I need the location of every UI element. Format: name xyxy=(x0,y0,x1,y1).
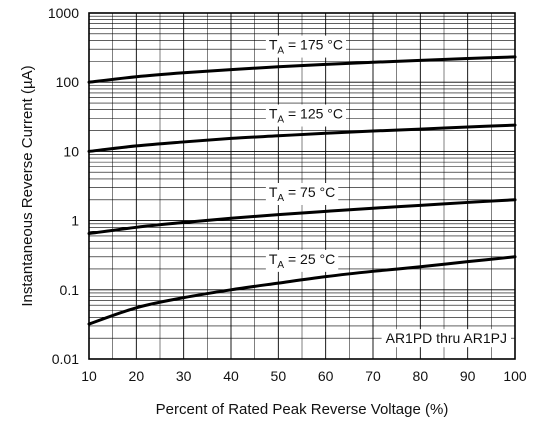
y-tick-label: 0.01 xyxy=(52,351,79,367)
series-label-background xyxy=(265,35,347,58)
x-tick-label: 10 xyxy=(81,368,97,384)
x-tick-label: 30 xyxy=(176,368,192,384)
series-label-rest: = 175 °C xyxy=(284,37,343,53)
curves xyxy=(87,55,517,326)
series-line xyxy=(87,198,517,236)
series-label-main: T xyxy=(269,106,278,122)
y-tick-label: 1000 xyxy=(48,5,79,21)
y-axis-title: Instantaneous Reverse Current (µA) xyxy=(19,65,36,306)
series-label-text: TA = 75 °C xyxy=(269,184,335,204)
series-line xyxy=(87,55,517,84)
y-tick-label: 10 xyxy=(63,143,79,159)
series-label: TA = 75 °C xyxy=(265,182,339,205)
series-label-sub: A xyxy=(277,193,284,204)
series-label-text: TA = 25 °C xyxy=(269,251,335,271)
series-line xyxy=(87,255,517,326)
series-label-main: T xyxy=(269,251,278,267)
y-tick-labels: 0.01 0.1 1 10 100 1000 xyxy=(48,5,79,367)
series-label-sub: A xyxy=(277,260,284,271)
x-tick-label: 100 xyxy=(503,368,527,384)
x-tick-label: 60 xyxy=(318,368,334,384)
x-tick-label: 20 xyxy=(129,368,145,384)
series-label-rest: = 75 °C xyxy=(284,184,335,200)
device-note: AR1PD thru AR1PJ xyxy=(386,330,507,346)
series-label-main: T xyxy=(269,37,278,53)
x-tick-labels: 10 20 30 40 50 60 70 80 90 100 xyxy=(81,368,527,384)
y-tick-label: 0.1 xyxy=(60,282,80,298)
series-label-rest: = 125 °C xyxy=(284,106,343,122)
series-label-background xyxy=(265,104,347,127)
x-tick-label: 70 xyxy=(365,368,381,384)
x-tick-label: 40 xyxy=(223,368,239,384)
x-tick-label: 90 xyxy=(460,368,476,384)
series-label-sub: A xyxy=(277,46,284,57)
x-tick-label: 50 xyxy=(271,368,287,384)
series-label-text: TA = 175 °C xyxy=(269,37,343,57)
device-note-background xyxy=(381,329,511,348)
series-label-sub: A xyxy=(277,115,284,126)
x-axis-title: Percent of Rated Peak Reverse Voltage (%… xyxy=(156,401,449,418)
y-tick-label: 100 xyxy=(56,74,80,90)
series-label: TA = 175 °C xyxy=(265,35,347,58)
series-label-background xyxy=(265,182,339,205)
series-label-text: TA = 125 °C xyxy=(269,106,343,126)
plot-frame xyxy=(88,12,516,360)
series-label: TA = 125 °C xyxy=(265,104,347,127)
x-tick-label: 80 xyxy=(413,368,429,384)
series-label-background xyxy=(265,249,339,272)
series-label: TA = 25 °C xyxy=(265,249,339,272)
curve-labels: TA = 175 °CTA = 125 °CTA = 75 °CTA = 25 … xyxy=(265,35,347,272)
series-line xyxy=(87,123,517,153)
y-tick-label: 1 xyxy=(71,213,79,229)
series-label-rest: = 25 °C xyxy=(284,251,335,267)
series-label-main: T xyxy=(269,184,278,200)
